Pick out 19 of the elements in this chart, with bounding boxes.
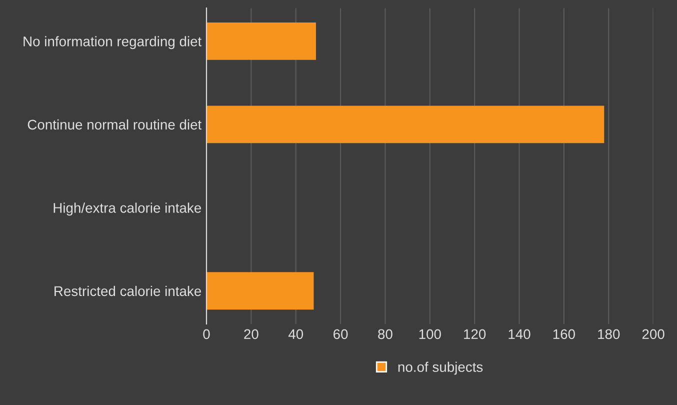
bar: [206, 22, 316, 60]
x-tick-label: 140: [508, 329, 530, 340]
x-tick-label: 180: [598, 329, 620, 340]
y-tick-label: Restricted calorie intake: [54, 286, 202, 296]
y-tick-label: No information regarding diet: [24, 36, 202, 50]
x-tick-label: 80: [378, 329, 392, 340]
x-tick-label: 100: [419, 329, 441, 340]
x-tick-label: 60: [334, 329, 348, 340]
y-tick-label: Continue normal routine diet: [28, 119, 202, 130]
y-tick-label: High/extra calorie intake: [54, 202, 202, 216]
x-tick-label: 0: [203, 329, 210, 340]
x-tick-label: 120: [464, 329, 486, 340]
x-tick-label: 40: [288, 329, 304, 340]
bar: [206, 106, 604, 144]
x-tick-label: 20: [244, 329, 258, 340]
bar: [206, 272, 314, 310]
legend-label: no.of subjects: [398, 362, 483, 375]
x-tick-label: 200: [642, 329, 664, 340]
x-tick-label: 160: [553, 329, 575, 340]
